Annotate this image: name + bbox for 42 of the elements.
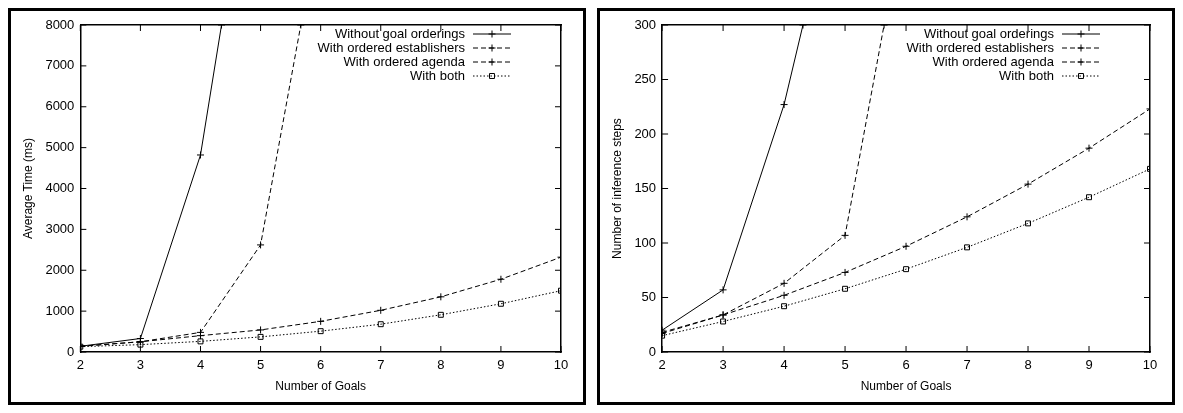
x-tick-label: 4 <box>196 357 205 373</box>
x-tick-label: 2 <box>76 357 84 373</box>
legend-label: With ordered agenda <box>932 53 1055 69</box>
y-tick-label: 100 <box>634 234 657 250</box>
y-tick-label: 0 <box>648 343 657 359</box>
x-tick-label: 4 <box>780 357 788 373</box>
y-axis-title: Number of inference steps <box>609 118 624 259</box>
legend-label: With ordered agenda <box>343 53 466 69</box>
x-tick-label: 5 <box>841 357 849 373</box>
x-tick-label: 8 <box>437 357 445 373</box>
x-tick-label: 5 <box>256 357 265 373</box>
x-tick-label: 10 <box>1142 357 1158 373</box>
y-tick-label: 8000 <box>45 16 75 32</box>
x-tick-label: 3 <box>719 357 727 373</box>
x-tick-label: 9 <box>497 357 505 373</box>
x-tick-label: 7 <box>377 357 385 373</box>
x-tick-label: 2 <box>658 357 666 373</box>
x-tick-label: 10 <box>553 357 569 373</box>
x-tick-label: 7 <box>963 357 971 373</box>
y-axis-title: Average Time (ms) <box>20 137 35 240</box>
legend-label: Without goal orderings <box>334 25 466 41</box>
y-tick-label: 3000 <box>45 220 75 236</box>
y-tick-label: 150 <box>634 180 657 196</box>
y-tick-label: 5000 <box>45 139 75 155</box>
y-tick-label: 6000 <box>45 98 75 114</box>
x-tick-label: 8 <box>1024 357 1032 373</box>
x-tick-label: 6 <box>902 357 910 373</box>
y-tick-label: 4000 <box>45 180 75 196</box>
y-tick-label: 0 <box>67 343 75 359</box>
y-tick-label: 2000 <box>45 261 75 277</box>
y-tick-label: 200 <box>634 125 657 141</box>
y-tick-label: 1000 <box>45 302 75 318</box>
legend-label: Without goal orderings <box>923 25 1055 41</box>
y-tick-label: 300 <box>634 16 657 32</box>
y-tick-label: 50 <box>641 289 657 305</box>
x-axis-title: Number of Goals <box>275 379 367 394</box>
x-tick-label: 6 <box>317 357 325 373</box>
x-tick-label: 3 <box>136 357 145 373</box>
y-tick-label: 250 <box>634 71 657 87</box>
y-tick-label: 7000 <box>45 57 75 73</box>
x-axis-title: Number of Goals <box>860 379 952 394</box>
x-tick-label: 9 <box>1085 357 1093 373</box>
